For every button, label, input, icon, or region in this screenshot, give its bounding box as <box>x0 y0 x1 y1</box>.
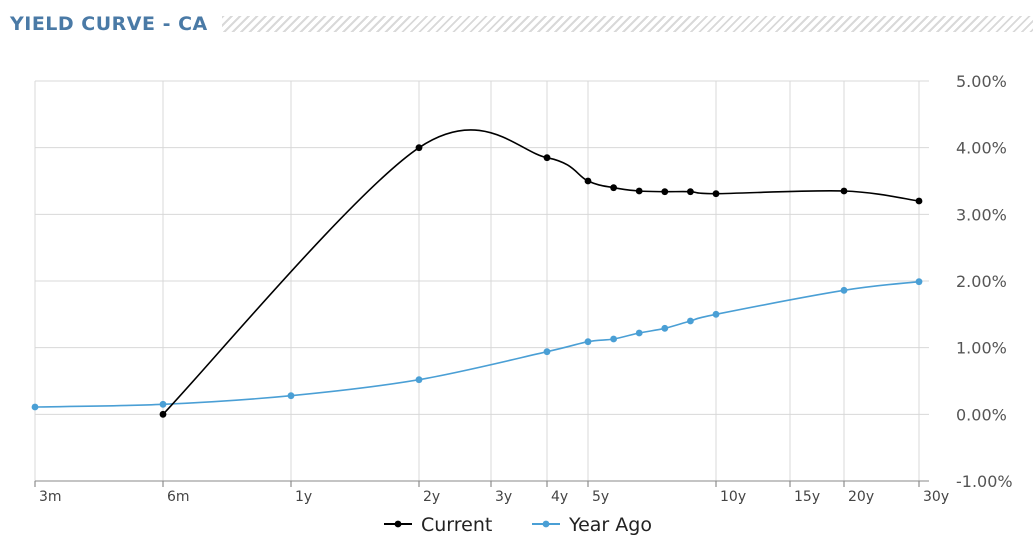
header-stripe-decoration <box>222 16 1033 32</box>
chart-axes: 5.00% 4.00% 3.00% 2.00% 1.00% 0.00% -1.00% 3m 6m… <box>34 72 1013 505</box>
y-tick-label: 4.00% <box>956 139 1007 158</box>
legend-marker-year-ago[interactable] <box>542 520 550 528</box>
x-tick-label: 30y <box>923 489 949 505</box>
x-tick-label: 3m <box>39 489 62 505</box>
x-tick-label: 6m <box>167 489 190 505</box>
series-line-current[interactable] <box>162 129 920 415</box>
data-point-current[interactable] <box>584 177 592 185</box>
legend-label-year-ago[interactable]: Year Ago <box>568 514 652 536</box>
chart-legend[interactable]: Current Year Ago <box>384 514 652 536</box>
series-line-year-ago[interactable] <box>34 280 920 408</box>
x-tick-label: 4y <box>551 489 568 505</box>
data-point-year-ago[interactable] <box>287 392 295 400</box>
x-tick-label: 1y <box>295 489 312 505</box>
x-tick-label: 10y <box>720 489 746 505</box>
y-tick-label: -1.00% <box>956 472 1013 491</box>
data-point-current[interactable] <box>543 154 551 162</box>
x-tick-label: 3y <box>495 489 512 505</box>
chart-header: YIELD CURVE - CA <box>0 0 1035 44</box>
data-point-year-ago[interactable] <box>915 278 923 286</box>
data-point-current[interactable] <box>610 184 617 192</box>
data-point-current[interactable] <box>840 187 848 195</box>
data-point-current[interactable] <box>687 188 694 196</box>
y-tick-label: 5.00% <box>956 72 1007 91</box>
data-point-year-ago[interactable] <box>610 335 617 343</box>
data-point-current[interactable] <box>661 188 669 196</box>
page-title: YIELD CURVE - CA <box>10 13 208 35</box>
data-point-year-ago[interactable] <box>687 317 694 325</box>
x-tick-label: 20y <box>848 489 874 505</box>
y-tick-label: 1.00% <box>956 339 1007 358</box>
data-point-year-ago[interactable] <box>840 286 848 294</box>
legend-marker-current[interactable] <box>394 520 402 528</box>
x-tick-label: 5y <box>592 489 609 505</box>
data-point-year-ago[interactable] <box>712 310 720 318</box>
y-tick-label: 0.00% <box>956 405 1007 424</box>
y-tick-label: 2.00% <box>956 272 1007 291</box>
data-point-year-ago[interactable] <box>31 403 39 411</box>
data-point-current[interactable] <box>635 187 643 195</box>
data-point-year-ago[interactable] <box>415 376 423 384</box>
data-point-current[interactable] <box>415 144 423 152</box>
data-point-year-ago[interactable] <box>584 338 592 346</box>
data-point-year-ago[interactable] <box>661 324 669 332</box>
chart-grid <box>34 80 929 482</box>
data-point-year-ago[interactable] <box>159 400 167 408</box>
data-point-current[interactable] <box>915 197 923 205</box>
legend-label-current[interactable]: Current <box>421 514 492 536</box>
chart-series <box>31 129 923 418</box>
data-point-current[interactable] <box>159 410 167 418</box>
y-tick-label: 3.00% <box>956 205 1007 224</box>
x-tick-label: 15y <box>794 489 820 505</box>
data-point-current[interactable] <box>712 190 720 198</box>
data-point-year-ago[interactable] <box>543 348 551 356</box>
data-point-year-ago[interactable] <box>635 329 643 337</box>
x-tick-label: 2y <box>423 489 440 505</box>
